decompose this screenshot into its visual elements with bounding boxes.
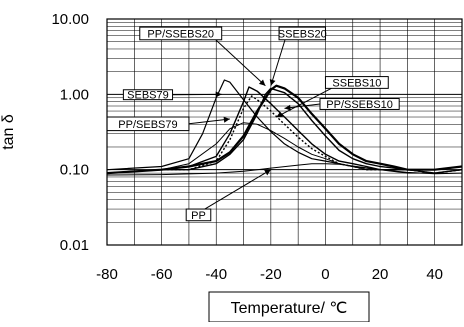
x-tick-label: 40: [426, 266, 443, 283]
x-tick-label: 0: [321, 266, 329, 283]
plot-frame: [107, 19, 462, 245]
grid-layer: [107, 19, 462, 245]
callout-label-sebs79: SEBS79: [127, 90, 169, 102]
x-tick-label: -40: [205, 266, 227, 283]
x-tick-label: -80: [96, 266, 118, 283]
x-axis-title: Temperature/ ℃: [231, 300, 348, 317]
y-tick-label: 0.01: [60, 237, 89, 254]
callout-arrowhead-pp-ssebs10: [285, 105, 291, 111]
y-tick-label: 0.10: [60, 162, 89, 179]
x-tick-label: -20: [260, 266, 282, 283]
callout-arrow-pp: [205, 170, 271, 209]
x-tick-label: -60: [151, 266, 173, 283]
series-line-pp-ssebs10: [107, 96, 462, 173]
callout-label-ssebs10: SSEBS10: [332, 77, 381, 89]
callout-label-pp-sebs79: PP/SEBS79: [118, 119, 177, 131]
callout-label-pp: PP: [191, 210, 206, 222]
callout-label-pp-ssebs10: PP/SSEBS10: [326, 99, 393, 111]
y-tick-label: 1.00: [60, 86, 89, 103]
y-axis-title: tan δ: [0, 114, 17, 150]
callout-label-pp-ssebs20: PP/SSEBS20: [147, 28, 214, 40]
callout-arrow-ssebs20: [271, 40, 285, 86]
y-tick-label: 10.00: [51, 11, 89, 28]
callout-arrow-pp-ssebs20: [216, 40, 266, 86]
callout-arrowhead-pp-sebs79: [224, 117, 230, 123]
callout-arrow-pp-sebs79: [189, 119, 230, 124]
x-tick-label: 20: [372, 266, 389, 283]
callout-label-ssebs20: SSEBS20: [278, 28, 327, 40]
